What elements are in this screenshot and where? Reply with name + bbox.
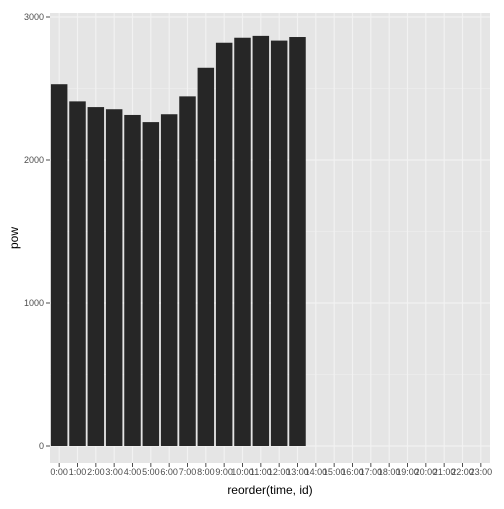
bar-4:00 [124, 114, 141, 446]
bar-3:00 [105, 109, 123, 447]
x-tick-label: 11:00 [250, 467, 272, 477]
y-tick-label: 1000 [24, 298, 44, 308]
plot-panel [50, 13, 490, 463]
y-axis-title: pow [7, 227, 21, 249]
x-tick-label: 7:00 [179, 467, 197, 477]
bar-1:00 [69, 101, 86, 447]
x-tick-label: 4:00 [124, 467, 142, 477]
bar-11:00 [252, 35, 270, 446]
x-tick-label: 23:00 [470, 467, 493, 477]
bar-6:00 [160, 114, 178, 447]
y-tick-label: 2000 [24, 155, 44, 165]
x-tick-label: 8:00 [197, 467, 215, 477]
bar-5:00 [142, 122, 160, 446]
x-tick-label: 10:00 [231, 467, 254, 477]
x-tick-label: 20:00 [415, 467, 438, 477]
x-tick-label: 2:00 [87, 467, 105, 477]
x-tick-label: 6:00 [160, 467, 178, 477]
x-tick-label: 5:00 [142, 467, 160, 477]
x-tick-label: 19:00 [396, 467, 419, 477]
x-tick-label: 12:00 [268, 467, 291, 477]
x-tick-label: 1:00 [69, 467, 87, 477]
x-tick-label: 13:00 [286, 467, 309, 477]
x-axis-title: reorder(time, id) [227, 483, 312, 497]
bar-7:00 [179, 96, 196, 447]
x-tick-label: 15:00 [323, 467, 346, 477]
y-tick-label: 3000 [24, 12, 44, 22]
bar-13:00 [289, 37, 306, 447]
x-tick-label: 14:00 [305, 467, 328, 477]
bar-9:00 [215, 42, 233, 447]
bar-10:00 [234, 37, 251, 447]
x-tick-label: 17:00 [360, 467, 383, 477]
bar-0:00 [50, 84, 68, 447]
x-tick-label: 16:00 [341, 467, 364, 477]
x-tick-label: 9:00 [215, 467, 233, 477]
x-tick-label: 22:00 [451, 467, 474, 477]
y-tick-label: 0 [39, 441, 44, 451]
x-tick-label: 3:00 [105, 467, 123, 477]
x-tick-label: 21:00 [433, 467, 456, 477]
x-tick-label: 18:00 [378, 467, 401, 477]
bar-8:00 [197, 67, 215, 446]
bar-12:00 [270, 40, 288, 446]
bar-2:00 [87, 107, 105, 446]
x-tick-label: 0:00 [50, 467, 68, 477]
